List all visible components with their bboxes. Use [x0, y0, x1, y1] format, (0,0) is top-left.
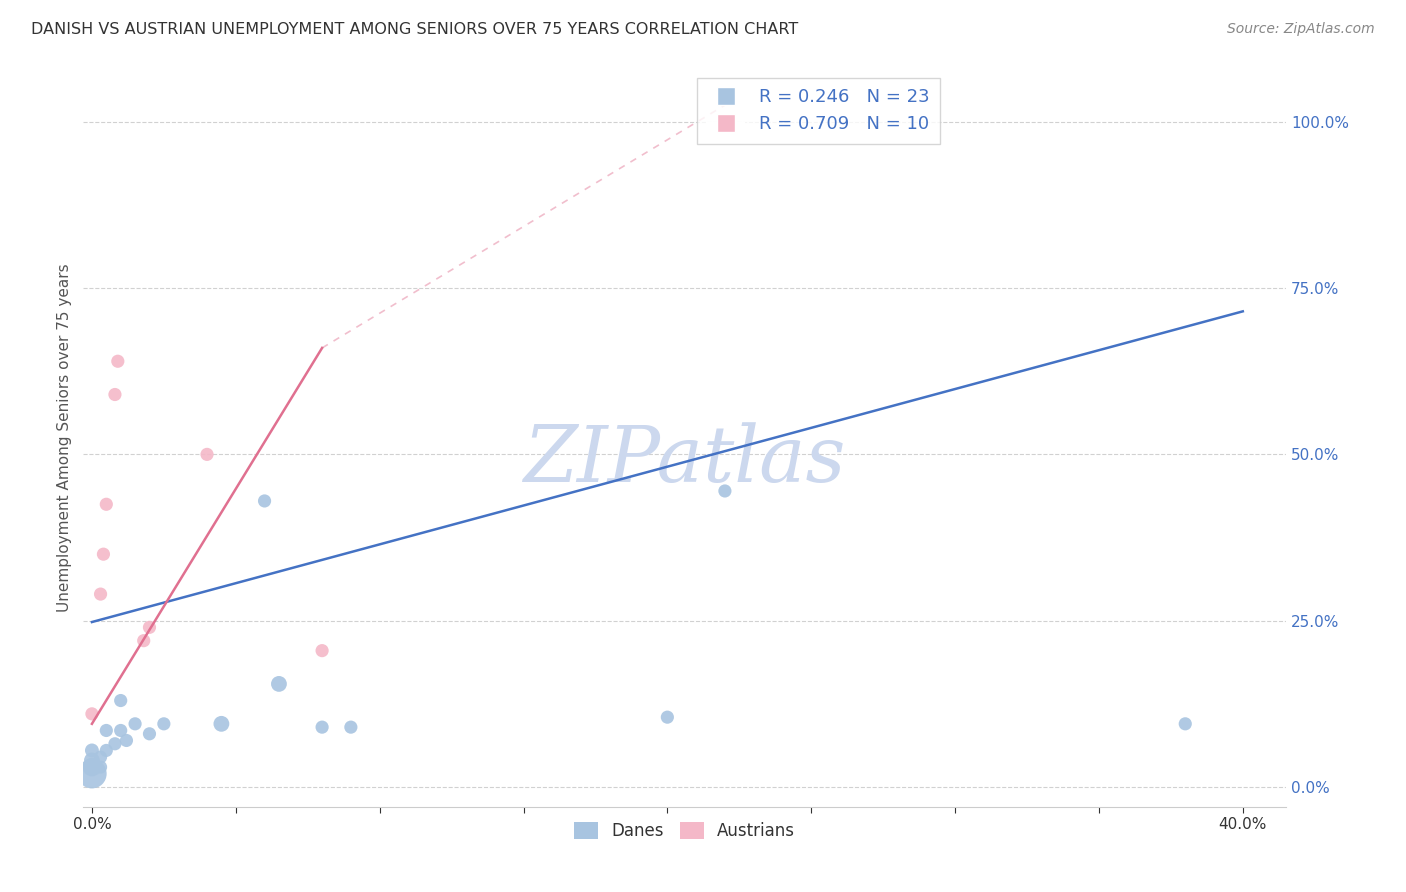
Text: DANISH VS AUSTRIAN UNEMPLOYMENT AMONG SENIORS OVER 75 YEARS CORRELATION CHART: DANISH VS AUSTRIAN UNEMPLOYMENT AMONG SE…	[31, 22, 799, 37]
Point	[104, 737, 127, 751]
Point	[195, 447, 218, 461]
Text: ZIPatlas: ZIPatlas	[523, 422, 846, 498]
Legend: R = 0.246   N = 23, R = 0.709   N = 10: R = 0.246 N = 23, R = 0.709 N = 10	[697, 78, 941, 145]
Text: Source: ZipAtlas.com: Source: ZipAtlas.com	[1227, 22, 1375, 37]
Point	[96, 743, 118, 757]
Point	[96, 497, 118, 511]
Point	[93, 547, 115, 561]
Point	[138, 727, 160, 741]
Point	[115, 733, 138, 747]
Point	[340, 720, 363, 734]
Point	[1174, 716, 1197, 731]
Point	[311, 720, 333, 734]
Point	[80, 706, 103, 721]
Point	[153, 716, 176, 731]
Point	[110, 723, 132, 738]
Y-axis label: Unemployment Among Seniors over 75 years: Unemployment Among Seniors over 75 years	[58, 263, 72, 612]
Point	[80, 766, 103, 780]
Point	[311, 643, 333, 657]
Point	[96, 723, 118, 738]
Point	[714, 483, 737, 498]
Point	[80, 753, 103, 767]
Point	[138, 620, 160, 634]
Point	[104, 387, 127, 401]
Point	[90, 760, 112, 774]
Point	[80, 743, 103, 757]
Point	[132, 633, 155, 648]
Point	[110, 693, 132, 707]
Point	[209, 716, 232, 731]
Point	[90, 587, 112, 601]
Point	[267, 677, 290, 691]
Point	[107, 354, 129, 368]
Point	[90, 750, 112, 764]
Point	[253, 494, 276, 508]
Point	[657, 710, 679, 724]
Point	[80, 760, 103, 774]
Point	[124, 716, 146, 731]
